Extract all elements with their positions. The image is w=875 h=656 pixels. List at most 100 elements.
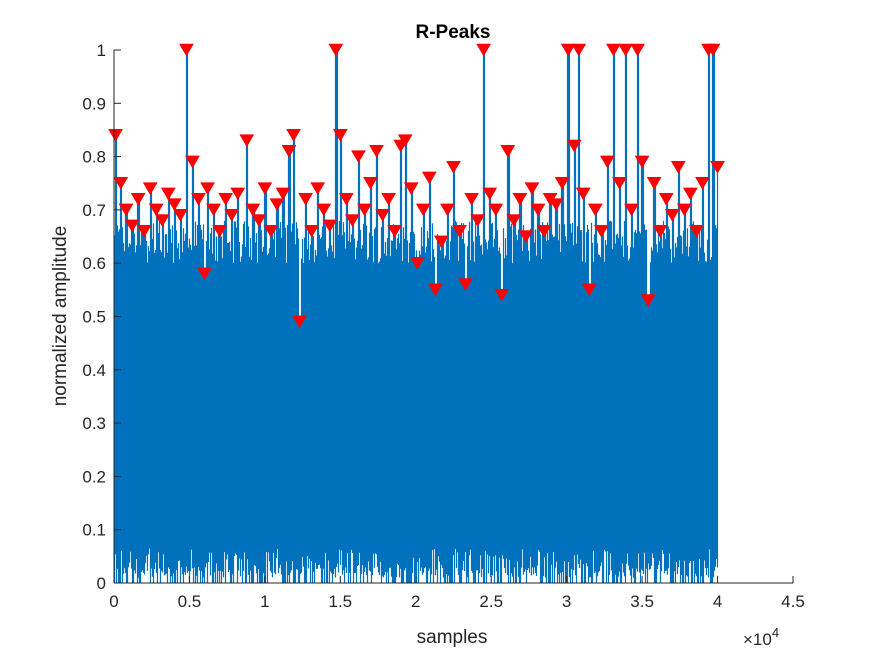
r-peak-marker [381, 192, 397, 206]
y-tick-label: 0.7 [82, 201, 106, 220]
x-tick-label: 1.5 [329, 592, 353, 611]
r-peak-marker [518, 230, 534, 244]
r-peak-marker [178, 43, 194, 57]
x-tick-label: 3.5 [630, 592, 654, 611]
r-peak-marker [676, 203, 692, 217]
r-peak-marker [646, 177, 662, 190]
r-peak-marker [108, 129, 123, 142]
r-peak-marker [634, 155, 650, 169]
r-peak-marker [571, 43, 587, 57]
r-peak-marker [239, 134, 255, 148]
r-peak-marker [452, 224, 467, 238]
r-peak-marker [530, 203, 546, 217]
r-peak-marker [148, 203, 164, 217]
r-peak-marker [218, 192, 234, 206]
r-peak-marker [593, 224, 609, 238]
r-peak-marker [245, 203, 261, 217]
r-peak-marker [599, 155, 615, 169]
r-peak-marker [494, 288, 510, 302]
r-peak-marker [664, 208, 680, 222]
chart-title: R-Peaks [416, 22, 491, 43]
r-peak-marker [130, 192, 146, 206]
r-peak-marker [488, 203, 504, 217]
y-tick-label: 0.4 [82, 361, 106, 380]
r-peak-marker [351, 150, 366, 164]
r-peak-marker [251, 214, 267, 228]
y-tick-label: 1 [97, 41, 106, 60]
r-peak-marker [682, 187, 698, 201]
x-tick-label: 0 [109, 592, 118, 611]
x-tick-label: 4.5 [781, 592, 805, 611]
x-axis-label: samples [417, 627, 488, 648]
r-peak-marker [124, 219, 140, 233]
r-peak-marker [230, 187, 246, 201]
r-peak-marker [328, 43, 344, 57]
r-peak-marker [166, 198, 182, 212]
r-peak-marker [263, 224, 279, 238]
r-peak-marker [281, 145, 297, 158]
r-peak-marker [154, 214, 170, 228]
x-tick-label: 2 [411, 592, 420, 611]
r-peak-marker [298, 192, 314, 206]
r-peak-marker [421, 171, 437, 185]
r-peak-marker [316, 203, 332, 217]
r-peak-marker [482, 187, 498, 201]
r-peak-marker [705, 43, 721, 57]
r-peak-marker [344, 214, 360, 228]
r-peak-marker [322, 219, 338, 233]
r-peak-marker [446, 161, 461, 174]
r-peak-marker [476, 43, 492, 57]
r-peak-marker [332, 129, 348, 142]
r-peak-marker [652, 224, 668, 238]
r-peak-marker [191, 192, 206, 206]
r-peak-marker [200, 182, 215, 196]
r-peak-marker [566, 139, 582, 153]
r-peak-marker [403, 182, 419, 196]
r-peak-marker [269, 198, 285, 212]
r-peak-marker [409, 256, 425, 270]
r-peak-marker [506, 214, 522, 228]
r-peak-marker [524, 182, 540, 196]
r-peak-marker [612, 177, 627, 190]
r-peak-marker [427, 283, 443, 297]
x-tick-label: 3 [562, 592, 571, 611]
r-peak-marker [212, 224, 228, 238]
r-peak-marker [433, 235, 449, 249]
r-peak-marker [118, 203, 134, 217]
r-peak-marker [275, 187, 291, 201]
y-tick-label: 0 [97, 574, 106, 593]
r-peak-marker [710, 161, 725, 174]
y-tick-label: 0.8 [82, 148, 106, 167]
r-peak-marker [624, 203, 639, 217]
r-peak-markers [108, 43, 725, 329]
r-peak-marker [458, 278, 474, 292]
r-peak-marker [387, 224, 403, 238]
r-peak-marker [500, 145, 516, 158]
r-peak-marker [292, 315, 308, 329]
r-peak-marker [257, 182, 273, 196]
y-tick-label: 0.9 [82, 94, 106, 113]
y-axis-label: normalized amplitude [50, 226, 71, 407]
r-peak-marker [630, 43, 646, 57]
r-peak-marker [136, 224, 152, 238]
y-tick-label: 0.2 [82, 467, 106, 486]
r-peak-marker [548, 198, 564, 212]
r-peak-marker [606, 43, 621, 57]
r-peak-marker [575, 187, 591, 201]
r-peak-marker [310, 182, 326, 196]
x-exponent-label: ×104 [743, 625, 779, 649]
r-peak-marker [415, 203, 431, 217]
x-tick-label: 0.5 [178, 592, 202, 611]
r-peak-marker [397, 134, 413, 148]
r-peak-marker [658, 192, 674, 206]
r-peak-marker [357, 203, 372, 217]
r-peak-marker [512, 192, 528, 206]
r-peak-marker [470, 214, 486, 228]
r-peak-marker [618, 43, 633, 57]
y-tick-label: 0.5 [82, 308, 106, 327]
r-peak-marker [369, 145, 384, 158]
y-tick-label: 0.3 [82, 414, 106, 433]
r-peak-marker [554, 177, 570, 190]
r-peak-marker [206, 203, 222, 217]
